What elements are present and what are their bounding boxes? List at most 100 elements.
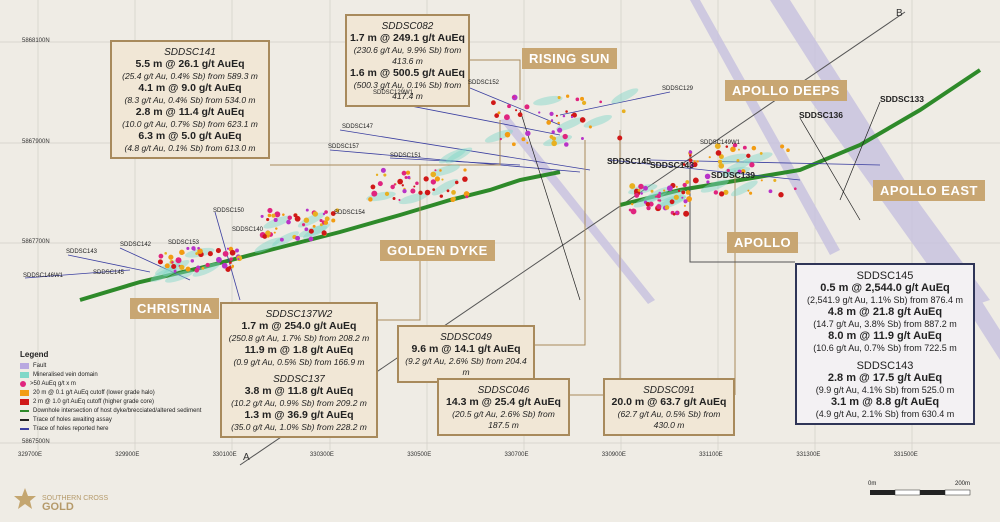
northing-label: 5867500N bbox=[22, 439, 50, 445]
assay-point bbox=[197, 248, 203, 254]
assay-point bbox=[730, 146, 736, 153]
drill-traces bbox=[519, 101, 881, 301]
assay-point bbox=[759, 152, 763, 155]
intercept-detail: (0.9 g/t Au, 0.5% Sb) from 166.9 m bbox=[233, 357, 365, 367]
assay-point bbox=[195, 252, 199, 255]
assay-point bbox=[749, 162, 755, 168]
easting-label: 330700E bbox=[504, 452, 529, 458]
assay-point bbox=[628, 208, 632, 212]
assay-point bbox=[201, 266, 205, 270]
assay-point bbox=[287, 215, 292, 220]
hole-id: SDDSC143 bbox=[856, 360, 914, 372]
assay-point bbox=[282, 213, 285, 216]
intercept: 1.6 m @ 500.5 g/t AuEq bbox=[350, 67, 465, 79]
vein-domain bbox=[700, 179, 729, 193]
callout-box: SDDSC049 9.6 m @ 14.1 g/t AuEq (9.2 g/t Au… bbox=[397, 325, 535, 383]
assay-point bbox=[430, 179, 437, 185]
legend-text: Fault bbox=[33, 362, 47, 369]
hole-label: SDDSC129 bbox=[662, 86, 694, 92]
zone-label: GOLDEN DYKE bbox=[380, 240, 495, 261]
northing-label: 5867900N bbox=[22, 139, 50, 145]
legend-swatch bbox=[20, 362, 29, 369]
assay-point bbox=[173, 269, 177, 273]
intercept-detail: (2,541.9 g/t Au, 1.1% Sb) from 876.4 m bbox=[806, 295, 964, 305]
assay-point bbox=[175, 257, 182, 264]
assay-point bbox=[463, 168, 467, 172]
vein-domain bbox=[643, 186, 670, 203]
assay-point bbox=[229, 261, 232, 264]
vein-domain bbox=[162, 259, 190, 277]
hole-label: SDDSC140 bbox=[232, 227, 264, 233]
assay-point bbox=[524, 104, 530, 110]
assay-point bbox=[451, 190, 456, 195]
assay-point bbox=[786, 148, 790, 153]
assay-point bbox=[434, 169, 437, 172]
assay-point bbox=[308, 236, 314, 242]
assay-point bbox=[321, 230, 327, 236]
assay-point bbox=[580, 96, 585, 101]
assay-point bbox=[424, 189, 431, 196]
assay-point bbox=[686, 196, 692, 202]
legend-swatch bbox=[20, 427, 29, 430]
assay-point bbox=[380, 167, 386, 173]
assay-point bbox=[191, 246, 196, 251]
scale-label: 200m bbox=[955, 481, 971, 487]
legend-item: Fault bbox=[20, 361, 230, 370]
hole-label: SDDSC143 bbox=[66, 249, 98, 255]
assay-point bbox=[557, 96, 561, 100]
assay-point bbox=[494, 113, 500, 118]
vein-domain bbox=[445, 147, 473, 164]
assay-point bbox=[664, 205, 670, 210]
assay-point bbox=[390, 184, 395, 190]
assay-point bbox=[304, 227, 309, 232]
assay-point bbox=[658, 199, 662, 202]
vein-domain bbox=[431, 164, 460, 177]
assay-point bbox=[235, 248, 239, 253]
assay-point bbox=[267, 207, 273, 214]
assay-points bbox=[150, 88, 797, 283]
hole-id: SDDSC145 bbox=[856, 270, 914, 282]
assay-point bbox=[683, 204, 686, 207]
hole-id: SDDSC046 bbox=[477, 385, 530, 396]
assay-point bbox=[168, 254, 174, 260]
vein-domain bbox=[556, 117, 584, 131]
assay-point bbox=[645, 201, 651, 207]
legend-text: Trace of holes reported here bbox=[33, 425, 109, 432]
assay-point bbox=[384, 191, 390, 197]
assay-point bbox=[760, 179, 763, 182]
intercept-detail: (10.0 g/t Au, 0.7% Sb) from 623.1 m bbox=[122, 119, 258, 129]
assay-point bbox=[718, 191, 725, 197]
legend-item: Mineralised vein domain bbox=[20, 370, 230, 379]
assay-point bbox=[415, 181, 419, 185]
logo-text: GOLD bbox=[42, 501, 74, 513]
easting-label: 331300E bbox=[796, 452, 821, 458]
assay-point bbox=[562, 133, 568, 140]
legend-text: Trace of holes awaiting assay bbox=[33, 416, 112, 423]
intercept: 20.0 m @ 63.7 g/t AuEq bbox=[611, 396, 727, 408]
assay-point bbox=[640, 192, 643, 195]
scale-bar bbox=[870, 489, 971, 496]
legend-text: 2 m @ 1.0 g/t AuEq cutoff (higher grade … bbox=[33, 398, 155, 405]
intercept: 3.8 m @ 11.8 g/t AuEq bbox=[244, 385, 354, 397]
legend-swatch bbox=[20, 389, 29, 396]
assay-point bbox=[274, 211, 281, 218]
assay-point bbox=[330, 211, 336, 216]
hole-id: SDDSC049 bbox=[440, 332, 492, 343]
assay-point bbox=[526, 141, 529, 144]
assay-point bbox=[158, 253, 164, 259]
assay-point bbox=[630, 208, 637, 215]
assay-point bbox=[185, 266, 191, 272]
intercept-detail: (35.0 g/t Au, 1.0% Sb) from 228.2 m bbox=[231, 422, 367, 432]
assay-point bbox=[706, 180, 710, 184]
assay-point bbox=[279, 237, 284, 242]
intercept-detail: (250.8 g/t Au, 1.7% Sb) from 208.2 m bbox=[228, 333, 370, 343]
legend-text: Mineralised vein domain bbox=[33, 371, 98, 378]
vein-domain bbox=[438, 148, 467, 164]
assay-point bbox=[621, 109, 626, 114]
assay-point bbox=[696, 160, 699, 163]
assay-point bbox=[418, 190, 423, 195]
assay-point bbox=[404, 176, 408, 180]
vein-domain bbox=[272, 231, 299, 247]
assay-point bbox=[747, 189, 750, 192]
assay-point bbox=[319, 223, 323, 227]
